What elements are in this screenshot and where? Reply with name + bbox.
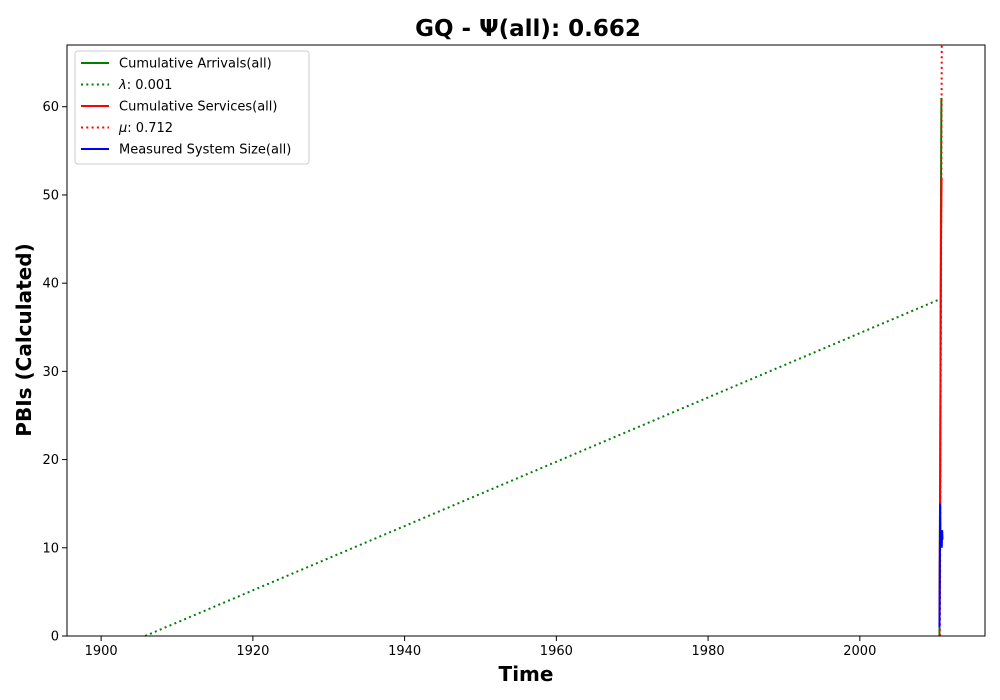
legend: Cumulative Arrivals(all) λ: 0.001 Cumulati…: [74, 50, 310, 165]
x-tick-label-2: 1940: [388, 644, 421, 659]
legend-symbol-3: μ: [118, 121, 127, 136]
y-tick-label-2: 20: [42, 453, 59, 468]
x-tick-label-1: 1920: [236, 644, 269, 659]
y-tick-label-5: 50: [42, 188, 59, 203]
legend-label-3: μ: 0.712: [118, 121, 173, 136]
legend-box: [74, 50, 310, 165]
chart-title: GQ - Ψ(all): 0.662: [415, 16, 641, 42]
y-tick-label-0: 0: [51, 630, 59, 645]
legend-value-1: : 0.001: [127, 78, 173, 93]
legend-label-0: Cumulative Arrivals(all): [119, 57, 272, 72]
legend-label-1: λ: 0.001: [118, 78, 172, 93]
x-tick-label-5: 2000: [843, 644, 876, 659]
y-tick-label-1: 10: [42, 541, 59, 556]
y-tick-label-6: 60: [42, 100, 59, 115]
plot-frame: [66, 44, 986, 637]
plot-area: 1900 1920 1940 1960 1980 2000 0 10 20 30 40 50 60: [42, 44, 986, 659]
series-line-4: [938, 503, 944, 628]
legend-value-3: : 0.712: [127, 121, 173, 136]
y-axis-title: PBIs (Calculated): [12, 243, 36, 436]
y-tick-label-3: 30: [42, 365, 59, 380]
legend-label-4: Measured System Size(all): [119, 143, 291, 158]
series-line-1: [144, 298, 941, 636]
x-tick-label-3: 1960: [540, 644, 573, 659]
legend-symbol-1: λ: [118, 78, 127, 93]
x-tick-label-0: 1900: [85, 644, 118, 659]
x-axis-title: Time: [499, 662, 554, 686]
y-tick-label-4: 40: [42, 277, 59, 292]
legend-label-2: Cumulative Services(all): [119, 100, 277, 115]
x-tick-label-4: 1980: [692, 644, 725, 659]
